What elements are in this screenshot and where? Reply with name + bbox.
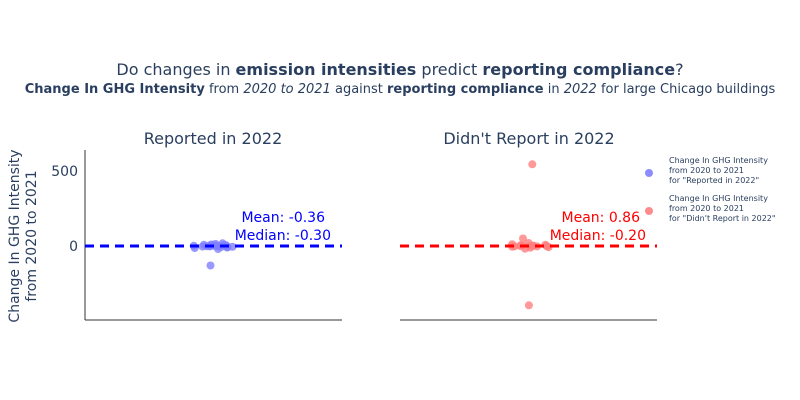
panel-title: Reported in 2022 bbox=[144, 129, 283, 148]
mean-annotation: Mean: -0.36 bbox=[241, 210, 325, 226]
y-axis-label-line-1: Change In GHG Intensity bbox=[7, 149, 23, 322]
data-point bbox=[528, 160, 537, 169]
subtitle-italic-2: 2022 bbox=[563, 82, 597, 97]
y-axis-label-line-2: from 2020 to 2021 bbox=[24, 170, 40, 301]
mean-annotation: Mean: 0.86 bbox=[562, 210, 641, 226]
panel-title: Didn't Report in 2022 bbox=[443, 129, 614, 148]
subtitle-text-2: against bbox=[330, 82, 388, 97]
legend-label: from 2020 to 2021 bbox=[669, 204, 744, 213]
title-bold-1: emission intensities bbox=[235, 60, 417, 79]
title-post: ? bbox=[675, 60, 684, 79]
chart-title: Do changes in emission intensities predi… bbox=[0, 60, 800, 79]
median-annotation: Median: -0.30 bbox=[235, 228, 331, 244]
subtitle-italic-1: 2020 to 2021 bbox=[243, 82, 331, 97]
subtitle-bold-2: reporting compliance bbox=[387, 82, 544, 97]
legend-label: from 2020 to 2021 bbox=[669, 166, 744, 175]
data-point bbox=[198, 242, 207, 251]
subtitle-text-1: from bbox=[204, 82, 244, 97]
subtitle-text-4: for large Chicago buildings bbox=[596, 82, 776, 97]
y-tick-label: 0 bbox=[69, 239, 78, 255]
subtitle-text-3: in bbox=[543, 82, 564, 97]
legend-label: for "Didn't Report in 2022" bbox=[669, 214, 776, 223]
chart-subtitle: Change In GHG Intensity from 2020 to 202… bbox=[0, 82, 800, 97]
data-point bbox=[206, 261, 215, 270]
data-point bbox=[524, 301, 533, 310]
legend-label: for "Reported in 2022" bbox=[669, 176, 759, 185]
legend-marker[interactable] bbox=[645, 207, 653, 215]
legend-label: Change In GHG Intensity bbox=[669, 156, 768, 165]
legend-label: Change In GHG Intensity bbox=[669, 194, 768, 203]
subtitle-bold-1: Change In GHG Intensity bbox=[24, 82, 205, 97]
title-mid: predict bbox=[416, 60, 483, 79]
title-pre: Do changes in bbox=[116, 60, 236, 79]
data-point bbox=[519, 234, 527, 243]
median-annotation: Median: -0.20 bbox=[550, 228, 646, 244]
y-tick-label: 500 bbox=[51, 164, 78, 180]
title-bold-2: reporting compliance bbox=[482, 60, 676, 79]
legend-marker[interactable] bbox=[645, 169, 653, 177]
